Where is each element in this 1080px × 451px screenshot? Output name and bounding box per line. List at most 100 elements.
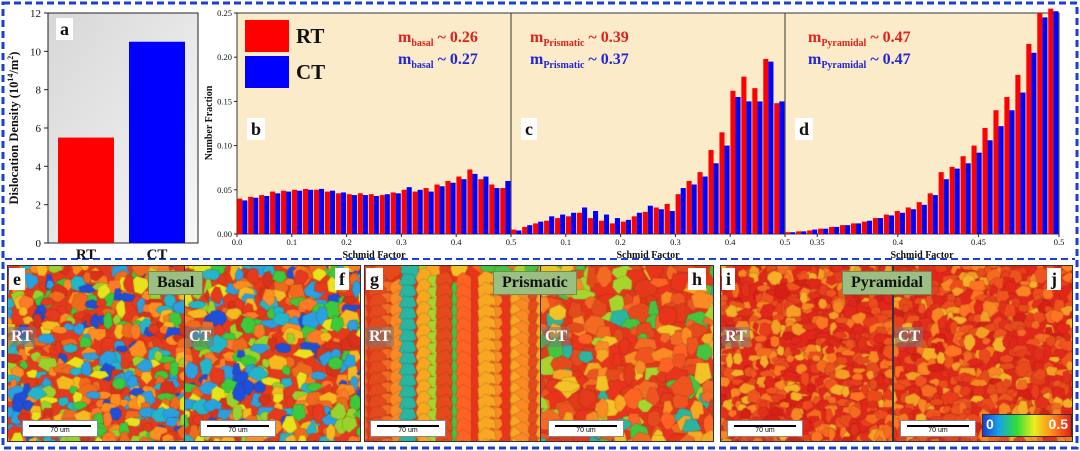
- panel-c-xlabel: Schmid Factor: [616, 250, 680, 261]
- panel-letter-f: f: [335, 268, 349, 290]
- bar-c-rt: [686, 180, 692, 234]
- bar-d-ct: [790, 232, 796, 234]
- panel-a-ytick-label: 2: [36, 200, 42, 212]
- bar-d-rt: [872, 218, 878, 234]
- bar-c-rt: [653, 207, 659, 234]
- bar-c-rt: [763, 58, 769, 234]
- bar-b-rt: [368, 194, 374, 234]
- bar-b-ct: [483, 176, 489, 234]
- bar-d-rt: [1015, 74, 1021, 234]
- colorbar-min: 0: [986, 416, 994, 432]
- scale-bar-e: 70 um: [22, 420, 98, 437]
- bar-b-ct: [253, 197, 259, 234]
- bar-b-ct: [472, 173, 478, 234]
- bar-d-ct: [899, 212, 905, 234]
- ytick-label-b: 0.15: [217, 96, 232, 106]
- scale-bar-j: 70 um: [900, 420, 976, 437]
- bar-c-rt: [697, 172, 703, 234]
- bar-c-rt: [576, 212, 583, 234]
- panel-a-bar-rt: [58, 137, 114, 243]
- bar-b-rt: [478, 179, 484, 234]
- bar-c-ct: [713, 163, 719, 234]
- bar-c-ct: [680, 188, 686, 234]
- bar-d-ct: [812, 229, 818, 234]
- panel-b-xlabel: Schmid Factor: [342, 250, 406, 261]
- bar-b-ct: [461, 179, 467, 234]
- panel-letter-g: g: [366, 268, 383, 290]
- bar-d-ct: [1009, 110, 1015, 234]
- bar-d-ct: [888, 215, 894, 234]
- bar-c-ct: [603, 214, 610, 234]
- xtick-label-b: 0.5: [506, 237, 517, 247]
- bar-b-rt: [379, 195, 385, 234]
- bar-d-ct: [834, 226, 840, 234]
- panel-letter-a: a: [56, 18, 73, 40]
- bar-c-rt: [620, 221, 626, 234]
- bar-b-rt: [357, 193, 363, 234]
- bar-b-rt: [412, 191, 418, 234]
- bar-d-rt: [1004, 96, 1010, 234]
- bar-c-ct: [614, 218, 620, 234]
- panel-a-category-ct: CT: [147, 247, 168, 263]
- bar-d-ct: [954, 168, 960, 234]
- m-basal-rt: mbasal ~ 0.26: [398, 29, 478, 49]
- legend-rt-swatch: [245, 20, 289, 52]
- bar-b-ct: [362, 195, 368, 234]
- bar-b-ct: [275, 193, 281, 234]
- bar-c-ct: [658, 209, 664, 234]
- bar-b-rt: [390, 192, 396, 234]
- map-g-rt-label: RT: [366, 327, 394, 347]
- xtick-label-d: 0.4: [893, 237, 904, 247]
- bar-b-rt: [281, 190, 287, 234]
- bar-c-rt: [522, 226, 528, 234]
- bar-c-ct: [691, 184, 697, 234]
- ytick-label-b: 0.25: [217, 8, 232, 18]
- bar-c-rt: [664, 203, 670, 234]
- map-e-rt-label: RT: [8, 327, 36, 347]
- panel-a-ytick-label: 8: [36, 85, 42, 97]
- group-label-prismatic: Prismatic: [493, 271, 577, 295]
- bar-c-ct: [746, 101, 752, 235]
- bar-c-ct: [593, 211, 599, 234]
- bar-c-ct: [757, 101, 763, 235]
- bar-d-rt: [861, 221, 867, 234]
- bar-b-rt: [456, 176, 462, 234]
- m-basal-ct: mbasal ~ 0.27: [398, 51, 478, 71]
- bar-d-rt: [982, 127, 988, 234]
- bar-b-ct: [494, 188, 500, 234]
- bar-c-rt: [730, 90, 736, 235]
- bar-c-ct: [669, 211, 675, 234]
- ytick-label-b: 0.20: [217, 52, 232, 62]
- bar-b-rt: [302, 188, 309, 234]
- panel-a-ytick-label: 0: [36, 238, 42, 250]
- panel-a-ytick-label: 10: [30, 46, 42, 58]
- bar-d-rt: [796, 231, 802, 234]
- xtick-label-b: 0.0: [232, 237, 243, 247]
- panel-a-ytick-label: 6: [36, 123, 42, 135]
- legend-ct-label: CT: [296, 60, 325, 84]
- map-j-pyramidal-ct: [893, 265, 1073, 442]
- bar-b-ct: [351, 195, 357, 234]
- bar-b-rt: [445, 180, 451, 234]
- panel-a-axis: 0 2 4 6 8 10 12: [30, 8, 48, 250]
- bar-b-rt: [270, 191, 276, 234]
- ytick-label-b: 0.10: [217, 141, 232, 151]
- bar-d-rt: [960, 156, 966, 234]
- xtick-label-b: 0.2: [341, 237, 352, 247]
- bar-d-ct: [1053, 11, 1059, 235]
- bar-d-rt: [938, 172, 944, 234]
- bar-b-ct: [264, 195, 270, 234]
- group-label-pyramidal: Pyramidal: [842, 271, 932, 295]
- scale-bar-g: 70 um: [370, 420, 446, 437]
- scale-bar-i: 70 um: [727, 420, 803, 437]
- map-g-prismatic-rt: [364, 265, 541, 442]
- bar-c-ct: [549, 216, 555, 234]
- bar-d-rt: [1026, 43, 1032, 234]
- panel-a-bar-ct: [129, 41, 185, 243]
- bar-c-ct: [768, 61, 774, 235]
- histogram-axes: 0.0 0.1 0.2 0.3 0.4 0.5 0.00 0.05 0.10 0.15 0.20 0.…: [217, 8, 1064, 247]
- bar-b-rt: [401, 189, 407, 234]
- bar-d-ct: [943, 179, 949, 234]
- bar-b-rt: [489, 184, 495, 234]
